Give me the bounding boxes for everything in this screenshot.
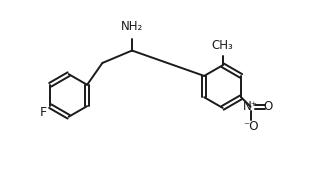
Text: ⁻O: ⁻O [243, 120, 258, 133]
Text: NH₂: NH₂ [121, 20, 143, 33]
Text: F: F [40, 106, 47, 119]
Text: N⁺: N⁺ [243, 100, 258, 113]
Text: O: O [264, 100, 273, 113]
Text: CH₃: CH₃ [212, 39, 233, 52]
